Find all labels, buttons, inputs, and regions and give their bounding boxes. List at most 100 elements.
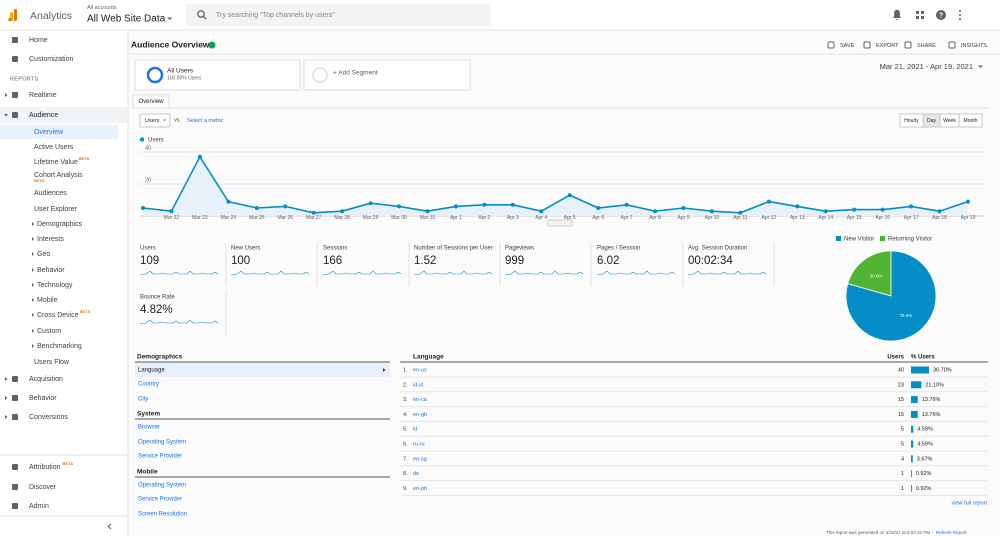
nav-item[interactable]: Cross Device bbox=[37, 312, 79, 319]
nav-item[interactable]: Geo bbox=[37, 251, 50, 258]
x-tick-label: Apr 18 bbox=[932, 215, 947, 221]
language-link[interactable]: en-ca bbox=[413, 397, 428, 403]
x-tick-label: Mar 23 bbox=[192, 215, 208, 221]
nav-item[interactable]: Audience bbox=[29, 112, 58, 119]
nav-item[interactable]: Users Flow bbox=[34, 359, 70, 366]
share-bar bbox=[911, 396, 918, 404]
nav-item[interactable]: Acquisition bbox=[29, 376, 63, 383]
segment-detail: 100.00% Users bbox=[167, 75, 202, 81]
language-link[interactable]: id-id bbox=[413, 382, 423, 388]
metric-select-label: Users bbox=[145, 118, 160, 124]
collapse-button[interactable] bbox=[107, 523, 112, 530]
help-icon[interactable] bbox=[936, 10, 946, 20]
x-tick-label: Apr 19 bbox=[961, 215, 976, 221]
metric-select[interactable] bbox=[139, 113, 171, 128]
nav-item[interactable]: Cohort Analysis bbox=[34, 172, 83, 179]
nav-item[interactable]: Customization bbox=[29, 56, 73, 63]
data-point bbox=[766, 199, 771, 204]
view-full-report[interactable]: view full report bbox=[952, 500, 988, 506]
dimension-link[interactable]: Operating System bbox=[138, 483, 186, 489]
nav-item[interactable]: Behavior bbox=[29, 395, 57, 402]
granularity-label[interactable]: Week bbox=[943, 118, 956, 124]
language-link[interactable]: de bbox=[413, 471, 419, 477]
apps-icon[interactable] bbox=[916, 11, 924, 19]
share-bar bbox=[911, 440, 914, 448]
sparkline bbox=[230, 270, 310, 276]
action-button[interactable]: EXPORT bbox=[876, 43, 899, 49]
notifications-icon[interactable] bbox=[893, 9, 901, 20]
dimension-link[interactable]: Service Provider bbox=[138, 497, 182, 503]
dimension-link[interactable]: Screen Resolution bbox=[138, 512, 187, 518]
x-tick-label: Apr 2 bbox=[478, 215, 490, 221]
column-header: Users bbox=[887, 355, 904, 361]
date-range[interactable]: Mar 21, 2021 - Apr 19, 2021 bbox=[880, 62, 973, 71]
granularity-button[interactable] bbox=[958, 113, 983, 128]
expand-arrow bbox=[32, 252, 34, 256]
nav-item[interactable]: Conversions bbox=[29, 414, 68, 421]
data-point bbox=[567, 193, 572, 198]
nav-active-bg bbox=[0, 107, 127, 123]
x-tick-label: Mar 24 bbox=[221, 215, 237, 221]
language-link[interactable]: ru-ru bbox=[413, 441, 425, 447]
nav-icon bbox=[12, 92, 18, 98]
nav-item[interactable]: Technology bbox=[37, 282, 73, 289]
dimension-link[interactable]: Language bbox=[138, 368, 165, 374]
action-button[interactable]: SHARE bbox=[917, 43, 936, 49]
nav-item[interactable]: Home bbox=[29, 37, 48, 44]
pie-slice bbox=[845, 250, 937, 342]
metric-value: 6.02 bbox=[597, 255, 619, 267]
x-tick-label: Mar 22 bbox=[164, 215, 180, 221]
language-link[interactable]: en-gb bbox=[413, 412, 427, 418]
dimension-link[interactable]: Service Provider bbox=[138, 454, 182, 460]
search-icon bbox=[197, 10, 205, 18]
property-selector[interactable]: All Web Site Data bbox=[87, 14, 166, 25]
nav-item[interactable]: Behavior bbox=[37, 267, 65, 274]
x-tick-label: Mar 28 bbox=[334, 215, 350, 221]
nav-item[interactable]: User Explorer bbox=[34, 206, 77, 213]
x-tick-label: Apr 9 bbox=[678, 215, 690, 221]
dimension-link[interactable]: Country bbox=[138, 382, 159, 388]
search-box[interactable] bbox=[186, 4, 491, 26]
refresh-link[interactable]: Refresh Report bbox=[936, 530, 967, 535]
dimension-link[interactable]: City bbox=[138, 397, 148, 403]
pie-label: 20.6% bbox=[870, 273, 883, 278]
nav-item[interactable]: Realtime bbox=[29, 92, 57, 99]
granularity-label[interactable]: Day bbox=[927, 118, 936, 124]
nav-item[interactable]: Lifetime Value bbox=[34, 159, 78, 166]
more-icon[interactable] bbox=[959, 10, 961, 20]
dimension-link[interactable]: Operating System bbox=[138, 440, 186, 446]
add-segment[interactable]: + Add Segment bbox=[333, 70, 378, 77]
add-segment-card[interactable] bbox=[303, 59, 471, 91]
sparkline bbox=[139, 270, 219, 276]
nav-item[interactable]: Discover bbox=[29, 484, 57, 491]
expand-arrow bbox=[4, 114, 8, 117]
nav-item[interactable]: Custom bbox=[37, 328, 61, 335]
language-link[interactable]: en-us bbox=[413, 367, 427, 373]
language-link[interactable]: id bbox=[413, 427, 417, 433]
language-link[interactable]: en-sg bbox=[413, 456, 427, 462]
nav-item[interactable]: Mobile bbox=[37, 297, 58, 304]
nav-item[interactable]: Admin bbox=[29, 503, 49, 510]
nav-item[interactable]: Interests bbox=[37, 236, 64, 243]
nav-item[interactable]: Active Users bbox=[34, 144, 74, 151]
action-button[interactable]: SAVE bbox=[840, 43, 855, 49]
granularity-label[interactable]: Month bbox=[964, 118, 978, 124]
select-metric-link[interactable]: Select a metric bbox=[187, 118, 224, 124]
nav-item[interactable]: Overview bbox=[34, 129, 64, 136]
granularity-label[interactable]: Hourly bbox=[904, 118, 919, 124]
tab[interactable] bbox=[132, 94, 170, 109]
data-point bbox=[880, 207, 885, 212]
action-button[interactable]: INSIGHTS bbox=[961, 43, 987, 49]
language-link[interactable]: en-ph bbox=[413, 486, 427, 492]
tab-label[interactable]: Overview bbox=[138, 99, 164, 105]
dropdown-arrow bbox=[978, 65, 983, 68]
segment-card[interactable] bbox=[134, 59, 301, 91]
data-point bbox=[482, 202, 487, 207]
nav-item[interactable]: Benchmarking bbox=[37, 343, 82, 350]
chart-scroll-handle[interactable] bbox=[547, 219, 573, 227]
nav-item[interactable]: Attribution bbox=[29, 464, 61, 471]
verified-icon bbox=[208, 41, 216, 49]
nav-item[interactable]: Demographics bbox=[37, 221, 83, 228]
dimension-link[interactable]: Browser bbox=[138, 425, 160, 431]
nav-item[interactable]: Audiences bbox=[34, 190, 67, 197]
